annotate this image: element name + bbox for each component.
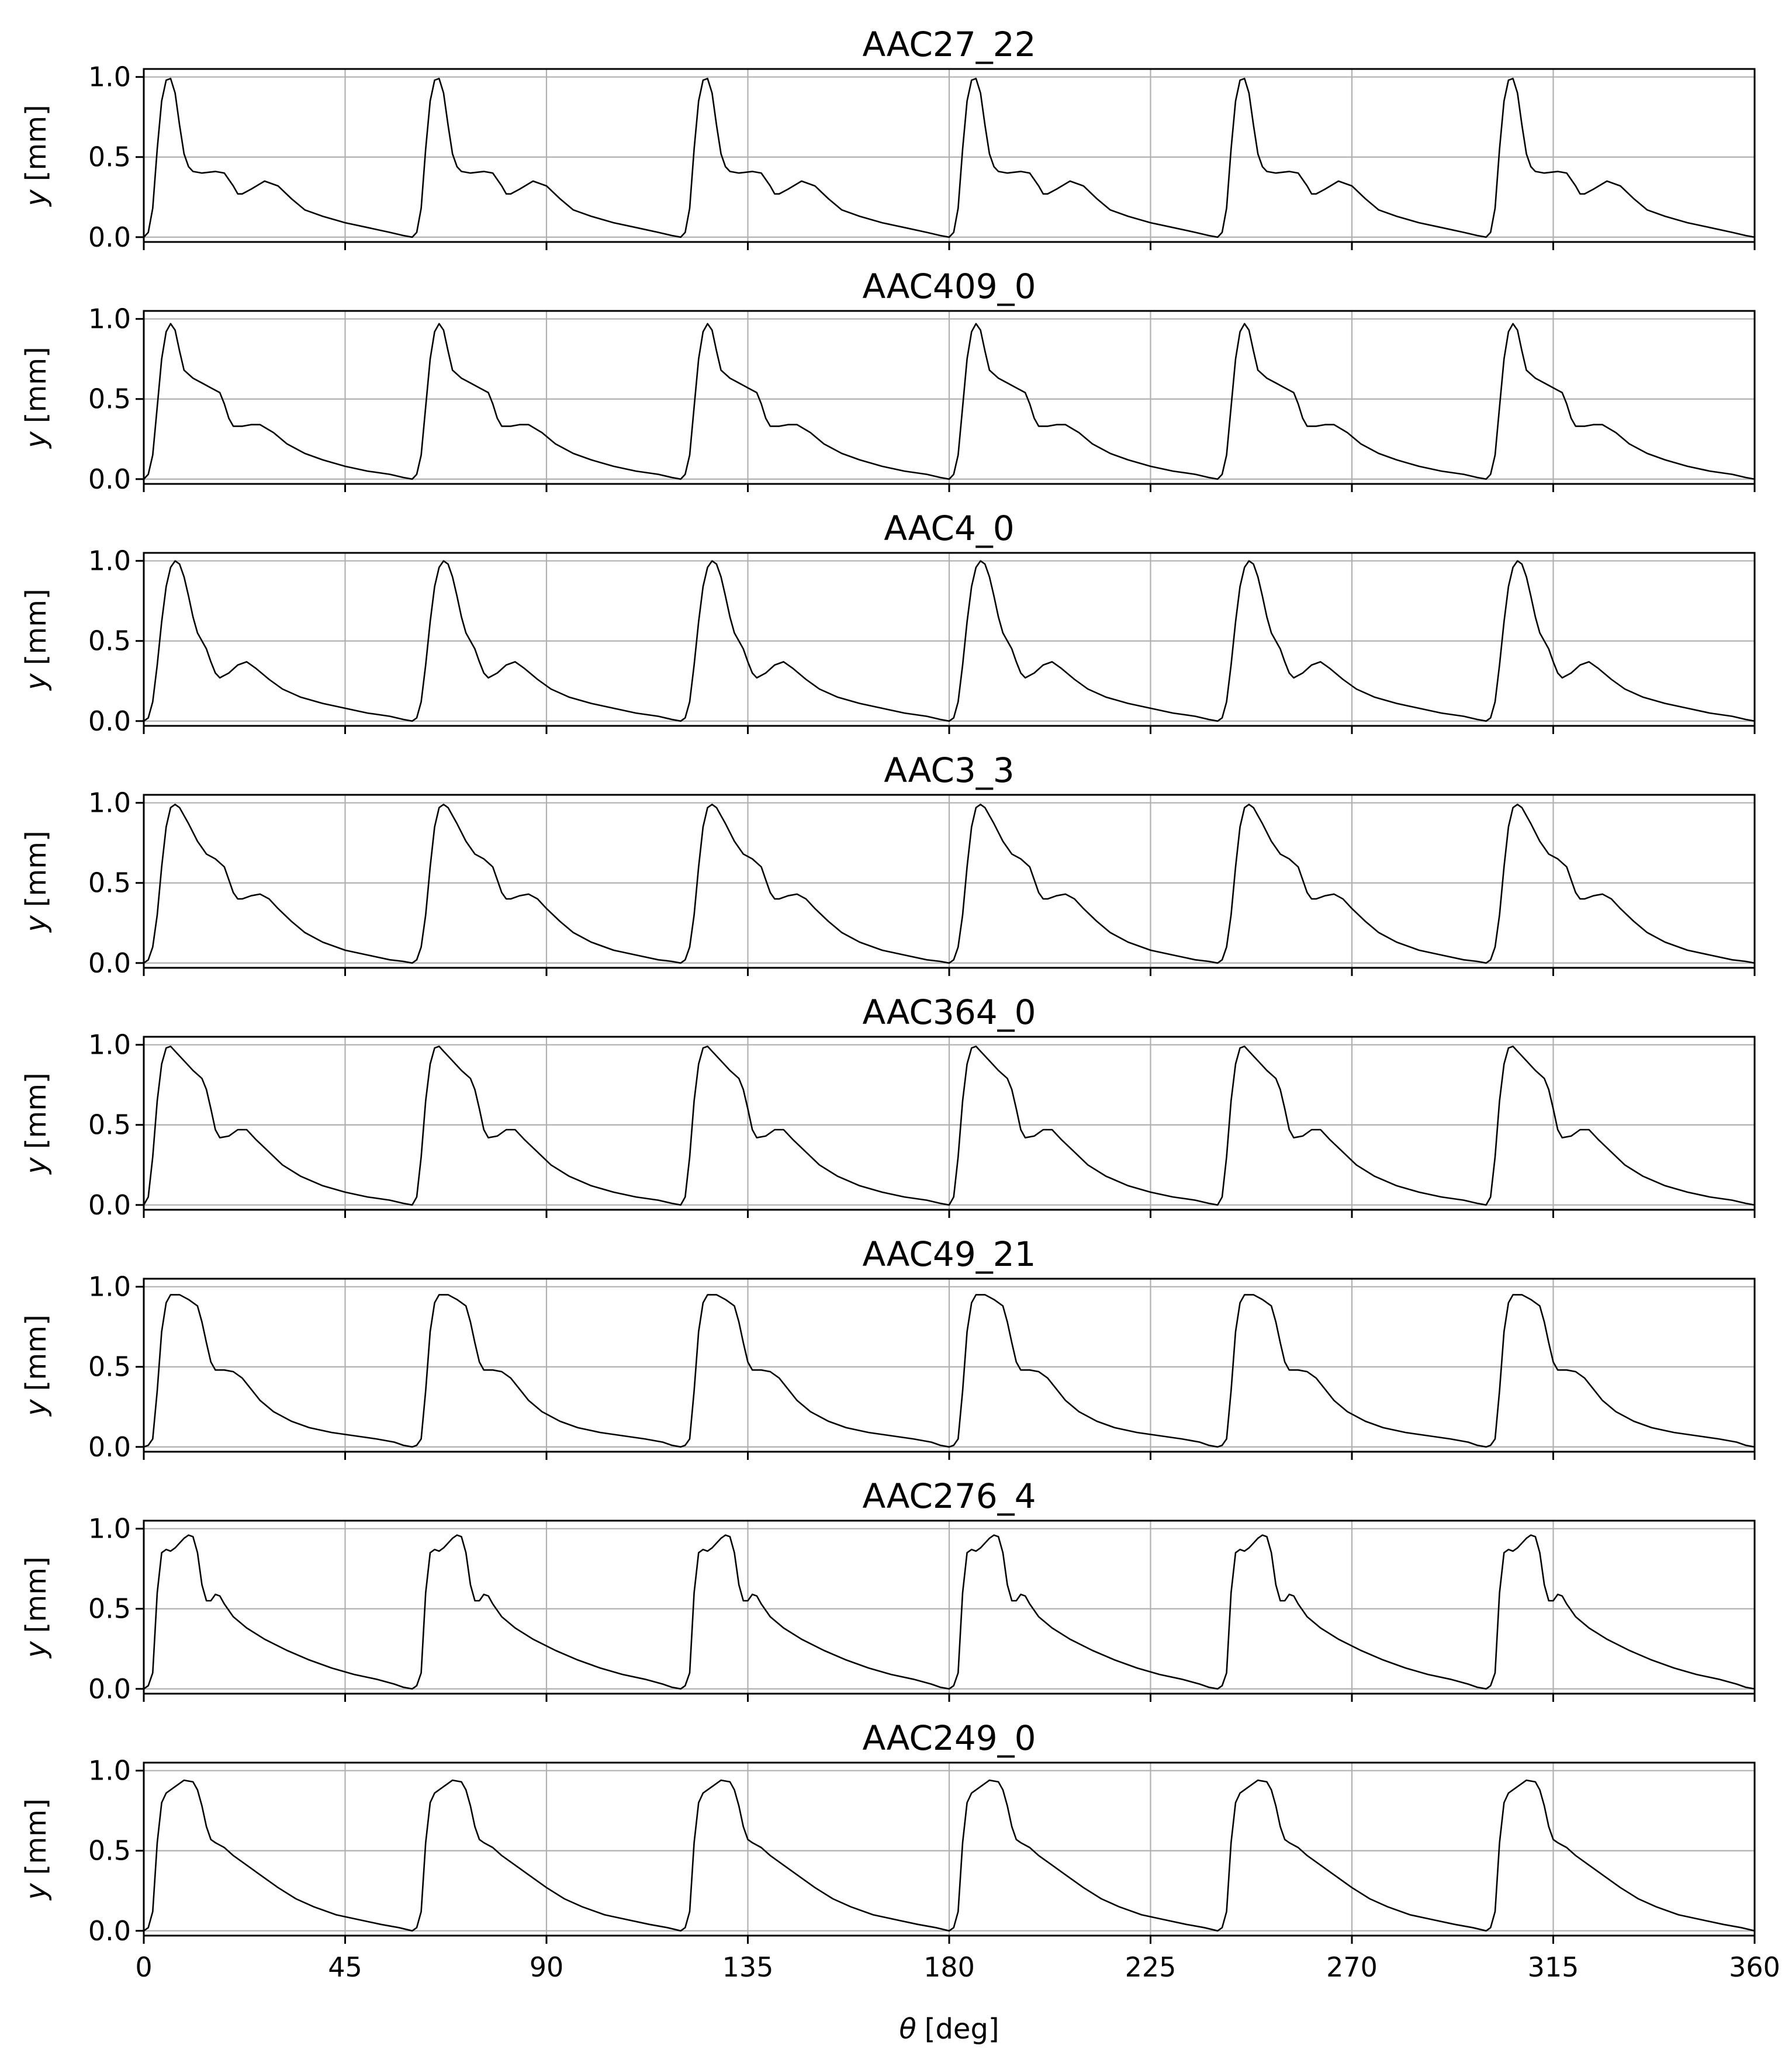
x-tick-label: 90 <box>530 1951 564 1983</box>
y-axis-label-symbol: y <box>20 1157 53 1175</box>
series-line <box>143 1294 1755 1448</box>
y-axis-label: y [mm] <box>20 105 53 207</box>
panel-title: AAC409_0 <box>862 266 1036 306</box>
x-tick-label: 45 <box>328 1951 362 1983</box>
series-line <box>143 560 1755 722</box>
y-tick-label: 0.5 <box>88 1593 131 1625</box>
y-axis-label: y [mm] <box>20 830 53 933</box>
y-axis-label: y [mm] <box>20 589 53 691</box>
y-tick-label: 1.0 <box>88 1513 131 1545</box>
y-tick-label: 0.5 <box>88 867 131 899</box>
series-line <box>143 78 1755 238</box>
x-tick-label: 315 <box>1528 1951 1579 1983</box>
panel-AAC27_22: AAC27_22 0.0 0.5 1.0 y [mm] <box>20 25 1756 253</box>
y-axis-label-unit: [mm] <box>20 589 53 665</box>
y-axis-label-symbol: y <box>20 915 53 933</box>
x-tick-label: 360 <box>1729 1951 1780 1983</box>
x-tick-label: 270 <box>1326 1951 1378 1983</box>
y-axis-label-unit: [mm] <box>20 1072 53 1149</box>
panel-title: AAC27_22 <box>862 25 1036 64</box>
series-line <box>143 804 1755 964</box>
y-axis-label-symbol: y <box>20 1399 53 1417</box>
panel-title: AAC249_0 <box>862 1718 1036 1758</box>
series-line <box>143 1534 1755 1690</box>
y-tick-label: 1.0 <box>88 1755 131 1787</box>
panel-AAC49_21: AAC49_21 0.0 0.5 1.0 y [mm] <box>20 1234 1756 1463</box>
y-tick-label: 0.5 <box>88 625 131 657</box>
y-tick-label: 0.0 <box>88 1431 131 1463</box>
y-tick-label: 0.0 <box>88 1189 131 1221</box>
y-tick-label: 0.0 <box>88 947 131 979</box>
panel-title: AAC276_4 <box>862 1476 1036 1516</box>
series-line <box>143 1046 1755 1206</box>
x-tick-labels: 0 45 90 135 180 225 270 315 360 <box>135 1951 1780 1983</box>
y-axis-label-unit: [mm] <box>20 1798 53 1875</box>
x-tick-label: 0 <box>135 1951 152 1983</box>
panel-AAC364_0: AAC364_0 0.0 0.5 1.0 y [mm] <box>20 992 1756 1221</box>
y-tick-label: 1.0 <box>88 787 131 819</box>
panel-AAC3_3: AAC3_3 0.0 0.5 1.0 y [mm] <box>20 750 1756 979</box>
y-axis-label-unit: [mm] <box>20 105 53 181</box>
y-tick-label: 0.0 <box>88 1673 131 1705</box>
y-tick-label: 1.0 <box>88 61 131 93</box>
y-axis-label: y [mm] <box>20 1314 53 1417</box>
panel-AAC276_4: AAC276_4 0.0 0.5 1.0 y [mm] <box>20 1476 1756 1705</box>
series-line <box>143 323 1755 480</box>
y-axis-label-unit: [mm] <box>20 1556 53 1633</box>
panels-group: AAC27_22 0.0 0.5 1.0 y [mm] AAC409_0 0.0 0.5 1.0 y… <box>20 25 1756 1947</box>
y-axis-label-unit: [mm] <box>20 1314 53 1391</box>
y-tick-label: 0.5 <box>88 1109 131 1141</box>
y-tick-label: 1.0 <box>88 303 131 335</box>
y-tick-label: 1.0 <box>88 1029 131 1061</box>
x-axis-label-symbol: θ <box>899 2013 916 2045</box>
y-axis-label: y [mm] <box>20 347 53 449</box>
y-tick-label: 0.5 <box>88 141 131 173</box>
series-line <box>143 1779 1755 1932</box>
y-tick-label: 1.0 <box>88 545 131 577</box>
x-axis-label: θ [deg] <box>899 2013 999 2045</box>
x-tick-label: 225 <box>1125 1951 1177 1983</box>
panel-AAC249_0: AAC249_0 0.0 0.5 1.0 y [mm] <box>20 1718 1756 1947</box>
y-axis-label-unit: [mm] <box>20 830 53 907</box>
y-tick-label: 0.5 <box>88 1835 131 1867</box>
y-tick-label: 0.5 <box>88 383 131 415</box>
panel-title: AAC4_0 <box>884 508 1014 548</box>
panel-title: AAC364_0 <box>862 992 1036 1032</box>
panel-AAC409_0: AAC409_0 0.0 0.5 1.0 y [mm] <box>20 266 1756 495</box>
y-tick-label: 0.0 <box>88 463 131 495</box>
y-axis-label-symbol: y <box>20 189 53 207</box>
y-axis-label-symbol: y <box>20 431 53 449</box>
y-axis-label: y [mm] <box>20 1556 53 1659</box>
y-tick-label: 0.0 <box>88 705 131 737</box>
y-tick-label: 0.5 <box>88 1351 131 1383</box>
y-axis-label-unit: [mm] <box>20 347 53 423</box>
x-tick-label: 180 <box>923 1951 975 1983</box>
y-axis-label-symbol: y <box>20 1883 53 1901</box>
panel-title: AAC3_3 <box>884 750 1014 790</box>
x-tick-label: 135 <box>722 1951 774 1983</box>
x-axis-label-unit: [deg] <box>925 2013 999 2045</box>
y-axis-label: y [mm] <box>20 1072 53 1175</box>
y-axis-label-symbol: y <box>20 1641 53 1659</box>
y-tick-label: 1.0 <box>88 1271 131 1303</box>
y-tick-label: 0.0 <box>88 1915 131 1947</box>
y-tick-label: 0.0 <box>88 221 131 253</box>
panel-title: AAC49_21 <box>862 1234 1036 1274</box>
y-axis-label: y [mm] <box>20 1798 53 1901</box>
y-axis-label-symbol: y <box>20 673 53 691</box>
panel-AAC4_0: AAC4_0 0.0 0.5 1.0 y [mm] <box>20 508 1756 737</box>
